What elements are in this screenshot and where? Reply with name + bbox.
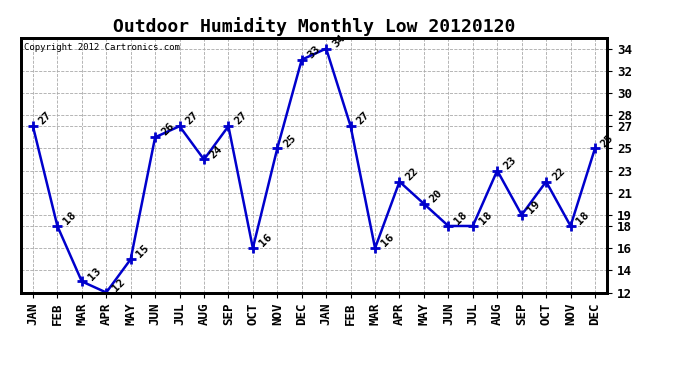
Text: 22: 22 (550, 166, 567, 182)
Text: 18: 18 (477, 210, 493, 226)
Text: 16: 16 (257, 232, 274, 249)
Text: 15: 15 (135, 243, 151, 260)
Text: 33: 33 (306, 44, 322, 60)
Text: 12: 12 (110, 276, 127, 293)
Text: 25: 25 (282, 132, 298, 149)
Text: 27: 27 (37, 110, 54, 127)
Text: 18: 18 (61, 210, 78, 226)
Text: 20: 20 (428, 188, 444, 204)
Text: 18: 18 (575, 210, 591, 226)
Title: Outdoor Humidity Monthly Low 20120120: Outdoor Humidity Monthly Low 20120120 (112, 17, 515, 36)
Text: 19: 19 (526, 199, 542, 216)
Text: 26: 26 (159, 121, 176, 138)
Text: 27: 27 (355, 110, 371, 127)
Text: 24: 24 (208, 144, 225, 160)
Text: 27: 27 (233, 110, 249, 127)
Text: 25: 25 (599, 132, 615, 149)
Text: 18: 18 (453, 210, 469, 226)
Text: 34: 34 (331, 33, 347, 49)
Text: 22: 22 (404, 166, 420, 182)
Text: Copyright 2012 Cartronics.com: Copyright 2012 Cartronics.com (23, 43, 179, 52)
Text: 23: 23 (502, 154, 518, 171)
Text: 13: 13 (86, 266, 103, 282)
Text: 16: 16 (380, 232, 396, 249)
Text: 27: 27 (184, 110, 200, 127)
